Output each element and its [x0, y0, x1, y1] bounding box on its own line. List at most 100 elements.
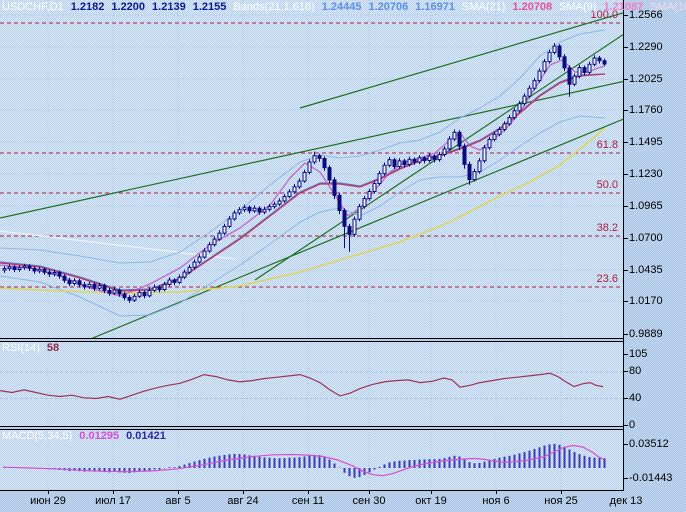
candle — [397, 160, 402, 167]
candle — [142, 291, 147, 297]
panel-rsi[interactable] — [0, 341, 623, 426]
candle — [442, 148, 447, 155]
price-axis-label: 1.2290 — [629, 41, 663, 53]
candle — [62, 275, 67, 281]
candle — [12, 266, 17, 270]
symbol-timeframe-label: USDCHF,D1 — [2, 1, 64, 13]
candle — [72, 280, 77, 284]
fibonacci-retracement-lines[interactable] — [0, 22, 623, 288]
date-axis-label: сен 11 — [291, 495, 325, 507]
candle — [212, 238, 217, 246]
price-axis-label: 0.9889 — [629, 328, 663, 340]
candle — [437, 154, 442, 161]
candle — [597, 57, 602, 62]
candle — [192, 261, 197, 268]
bollinger-upper — [0, 29, 606, 264]
candle — [547, 51, 552, 63]
sma9-value: 1.21087 — [603, 1, 644, 13]
candle — [57, 272, 62, 277]
fib-level-label: 23.6 — [596, 273, 618, 285]
candle — [132, 295, 137, 301]
fib-level-label: 50.0 — [596, 179, 618, 191]
candle — [492, 133, 497, 140]
candle — [267, 206, 272, 210]
candle — [557, 45, 562, 58]
candle — [502, 123, 507, 131]
candle — [517, 103, 522, 112]
date-axis-label: авг 5 — [165, 495, 191, 507]
candle — [222, 225, 227, 234]
candle — [207, 244, 212, 252]
candle — [307, 161, 312, 173]
macd-signal-line — [2, 444, 604, 477]
candle — [347, 225, 352, 235]
macd-indicator-label: MACD(5,34,5) — [2, 430, 73, 442]
candle — [122, 293, 127, 299]
trendlines[interactable] — [0, 12, 630, 340]
candle — [377, 173, 382, 185]
sma9-label: SMA(9) — [559, 1, 597, 13]
candle — [37, 268, 42, 272]
candle — [572, 75, 577, 85]
candle — [152, 286, 157, 291]
macd-axis-label: 0.03512 — [629, 438, 669, 450]
panel-frames-and-ticks — [0, 0, 628, 494]
candle — [82, 284, 87, 288]
sma21-label: SMA(21) — [462, 1, 506, 13]
candle — [107, 289, 112, 294]
date-axis-label: авг 24 — [227, 495, 259, 507]
candle — [242, 206, 247, 211]
open-value: 1.2182 — [70, 1, 105, 13]
candle — [537, 70, 542, 82]
candle — [232, 212, 237, 220]
candle — [177, 276, 182, 283]
price-axis-label: 1.0965 — [629, 200, 663, 212]
fib-level-label: 61.8 — [596, 139, 618, 151]
candle — [127, 297, 132, 301]
date-axis-label: июн 29 — [30, 495, 66, 507]
price-axis-label: 1.1760 — [629, 104, 663, 116]
candle — [472, 171, 477, 181]
candle — [297, 180, 302, 188]
candle — [402, 160, 407, 165]
candle — [392, 159, 397, 167]
macd-main-value: 0.01421 — [126, 430, 166, 442]
trendline-white — [0, 230, 236, 260]
fib-level-label: 38.2 — [596, 222, 618, 234]
candle — [227, 218, 232, 227]
date-axis-label: окт 19 — [415, 495, 447, 507]
macd-panel-header: MACD(5,34,5) 0.01295 0.01421 — [2, 430, 166, 442]
price-axis-label: 1.1230 — [629, 168, 663, 180]
rsi-indicator — [0, 372, 604, 400]
date-axis-label: ноя 6 — [482, 495, 510, 507]
candle — [182, 271, 187, 278]
candle — [257, 207, 262, 213]
candle — [552, 45, 557, 53]
bands-indicator-label: Bands(21,1.618) — [233, 1, 315, 13]
candle — [157, 286, 162, 291]
candle — [137, 291, 142, 297]
candle — [602, 60, 607, 65]
trendline-green-support — [91, 118, 623, 338]
candle — [592, 57, 597, 65]
rsi-axis-label: 40 — [629, 392, 642, 404]
candle — [462, 145, 467, 165]
date-axis-label: сен 30 — [352, 495, 386, 507]
candle — [147, 289, 152, 297]
rsi-axis-label: 0 — [629, 419, 636, 431]
candle — [387, 159, 392, 166]
candle — [172, 279, 177, 283]
date-axis-label: дек 13 — [609, 495, 643, 507]
high-value: 1.2200 — [111, 1, 146, 13]
candle — [252, 207, 257, 212]
candle — [527, 87, 532, 97]
candle — [407, 158, 412, 165]
price-axis-label: 1.2025 — [629, 73, 663, 85]
candle — [327, 167, 332, 181]
candle — [427, 155, 432, 162]
date-axis-label: ноя 25 — [544, 495, 578, 507]
candle — [302, 171, 307, 182]
candle — [282, 196, 287, 202]
candle — [102, 285, 107, 291]
